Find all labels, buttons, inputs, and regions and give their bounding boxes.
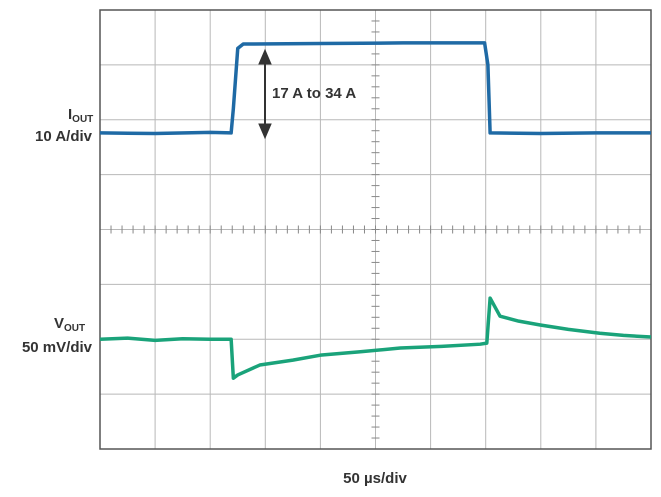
trace	[99, 41, 651, 136]
grid	[100, 10, 651, 449]
arrow	[258, 48, 272, 140]
x-axis-label: 50 µs/div	[343, 470, 407, 487]
traces	[99, 41, 652, 380]
channel-scale: 50 mV/div	[22, 339, 93, 356]
trace	[99, 296, 652, 380]
channel-sub: OUT	[72, 114, 93, 125]
channel-label: IOUT	[68, 106, 93, 125]
plot-frame	[99, 9, 652, 450]
channel-main: V	[54, 315, 64, 332]
channel-label: VOUT	[54, 315, 85, 334]
channel-main: I	[68, 106, 72, 123]
annotation: 17 A to 34 A	[272, 85, 356, 102]
channel-scale: 10 A/div	[35, 128, 93, 145]
channel-sub: OUT	[64, 323, 85, 334]
